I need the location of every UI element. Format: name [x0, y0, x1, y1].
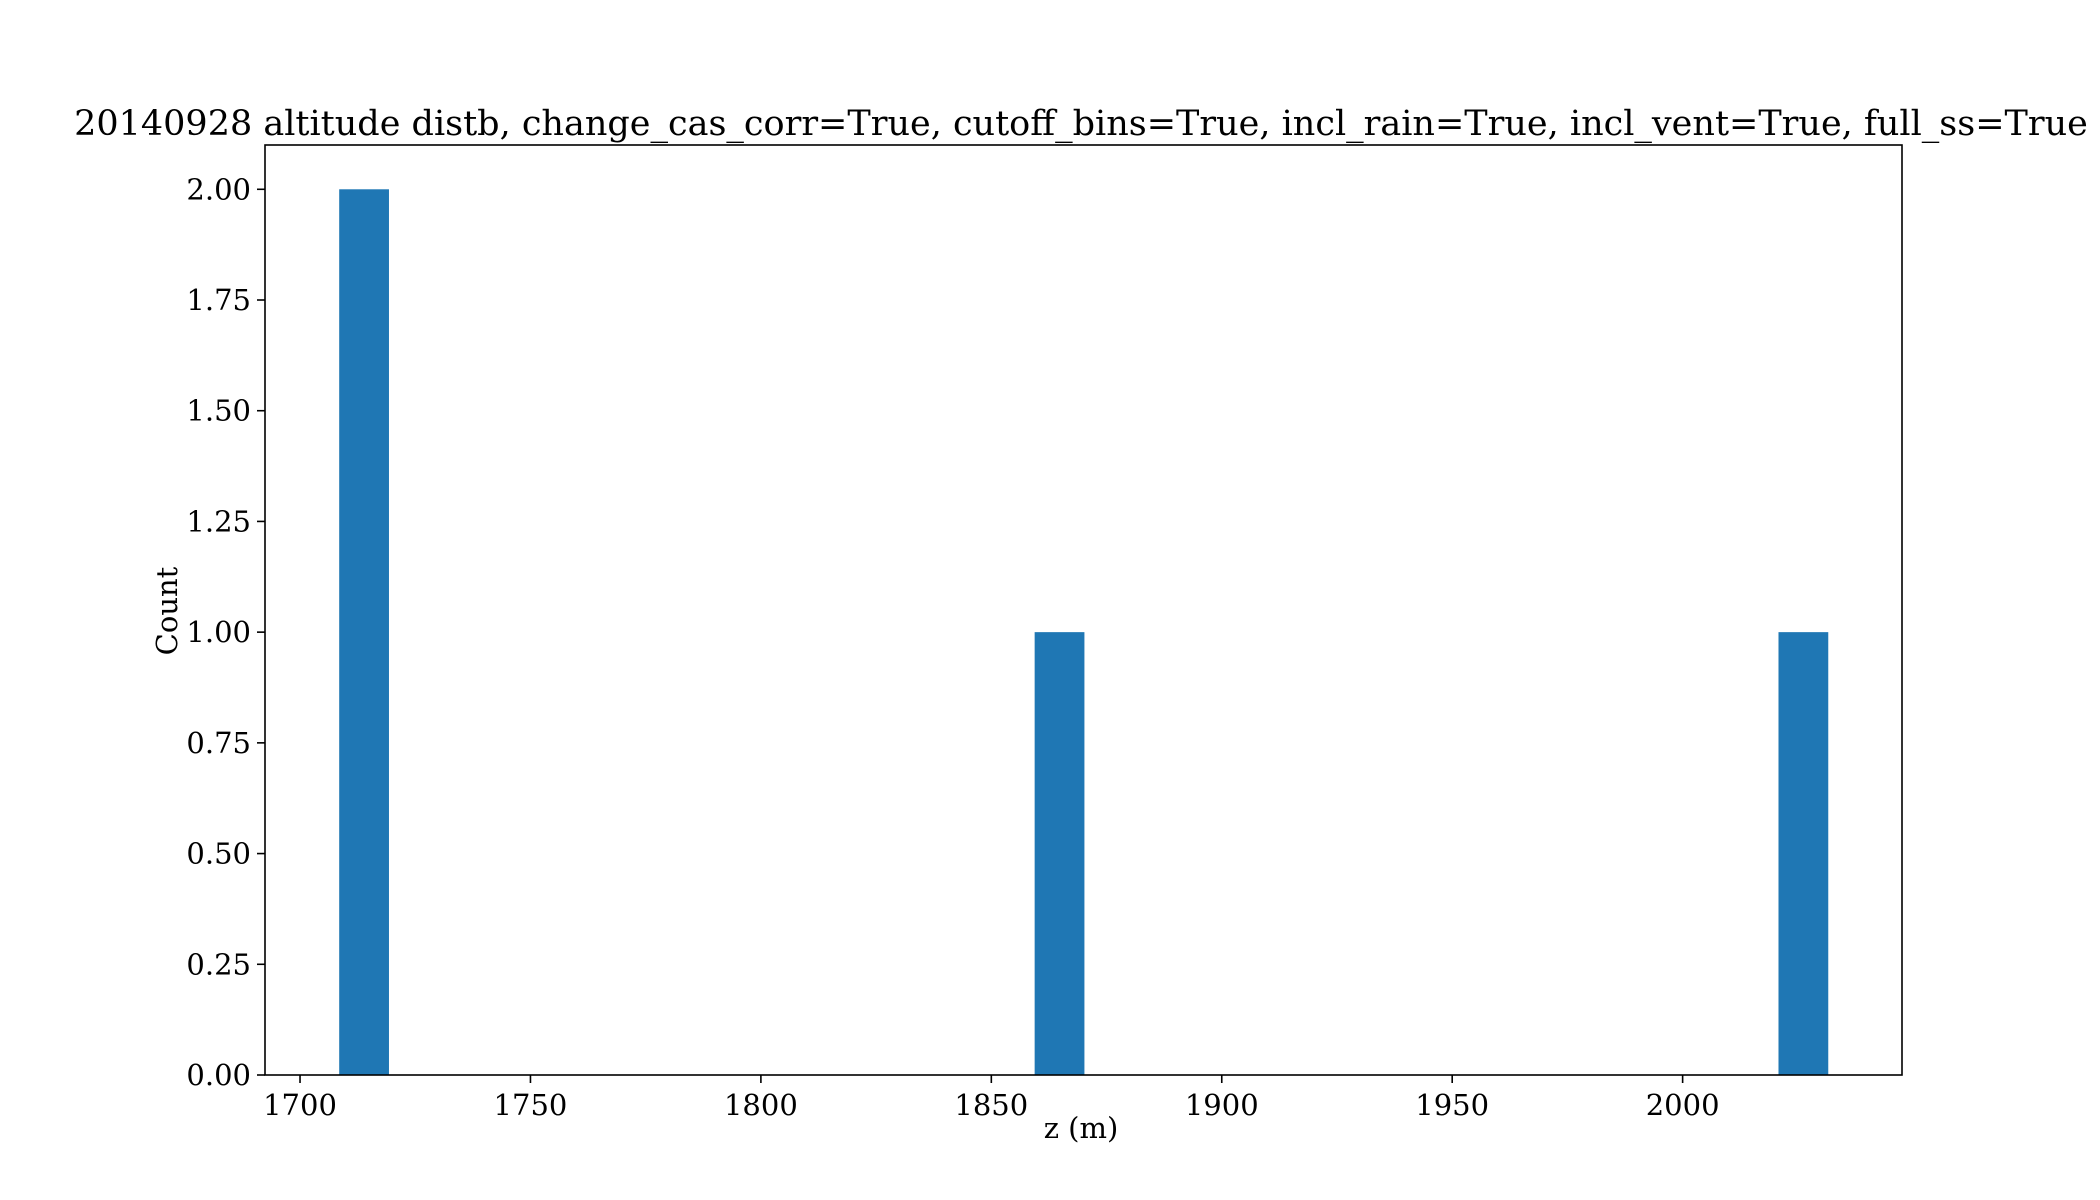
x-tick-label-1750: 1750: [494, 1088, 568, 1122]
histogram-bar-3: [1778, 632, 1829, 1075]
y-axis-label: Count: [150, 566, 184, 655]
y-tick-label-0.50: 0.50: [186, 837, 251, 871]
y-tick-label-0.25: 0.25: [186, 947, 251, 981]
x-tick-label-2000: 2000: [1646, 1088, 1720, 1122]
y-tick-label-0.75: 0.75: [186, 726, 251, 760]
x-tick-label-1700: 1700: [263, 1088, 337, 1122]
x-tick-label-1950: 1950: [1415, 1088, 1489, 1122]
plot-area: 1700 1750 1800 1850 1900 1950 2000 0.00 0.25 0.50…: [186, 144, 1903, 1122]
x-tick-label-1900: 1900: [1185, 1088, 1259, 1122]
y-tick-label-1.00: 1.00: [186, 615, 251, 649]
y-tick-label-1.50: 1.50: [186, 394, 251, 428]
axes-frame: [264, 144, 1903, 1076]
chart-title: 20140928 altitude distb, change_cas_corr…: [74, 104, 2088, 144]
y-tick-label-2.00: 2.00: [186, 172, 251, 206]
histogram-bar-2: [1034, 632, 1085, 1075]
histogram-bar-1: [339, 189, 389, 1076]
y-tick-label-1.75: 1.75: [186, 283, 251, 317]
y-tick-label-0.00: 0.00: [186, 1058, 251, 1092]
y-tick-label-1.25: 1.25: [186, 504, 251, 538]
x-tick-label-1850: 1850: [954, 1088, 1028, 1122]
x-axis-label: z (m): [1044, 1111, 1119, 1145]
x-tick-label-1800: 1800: [724, 1088, 798, 1122]
